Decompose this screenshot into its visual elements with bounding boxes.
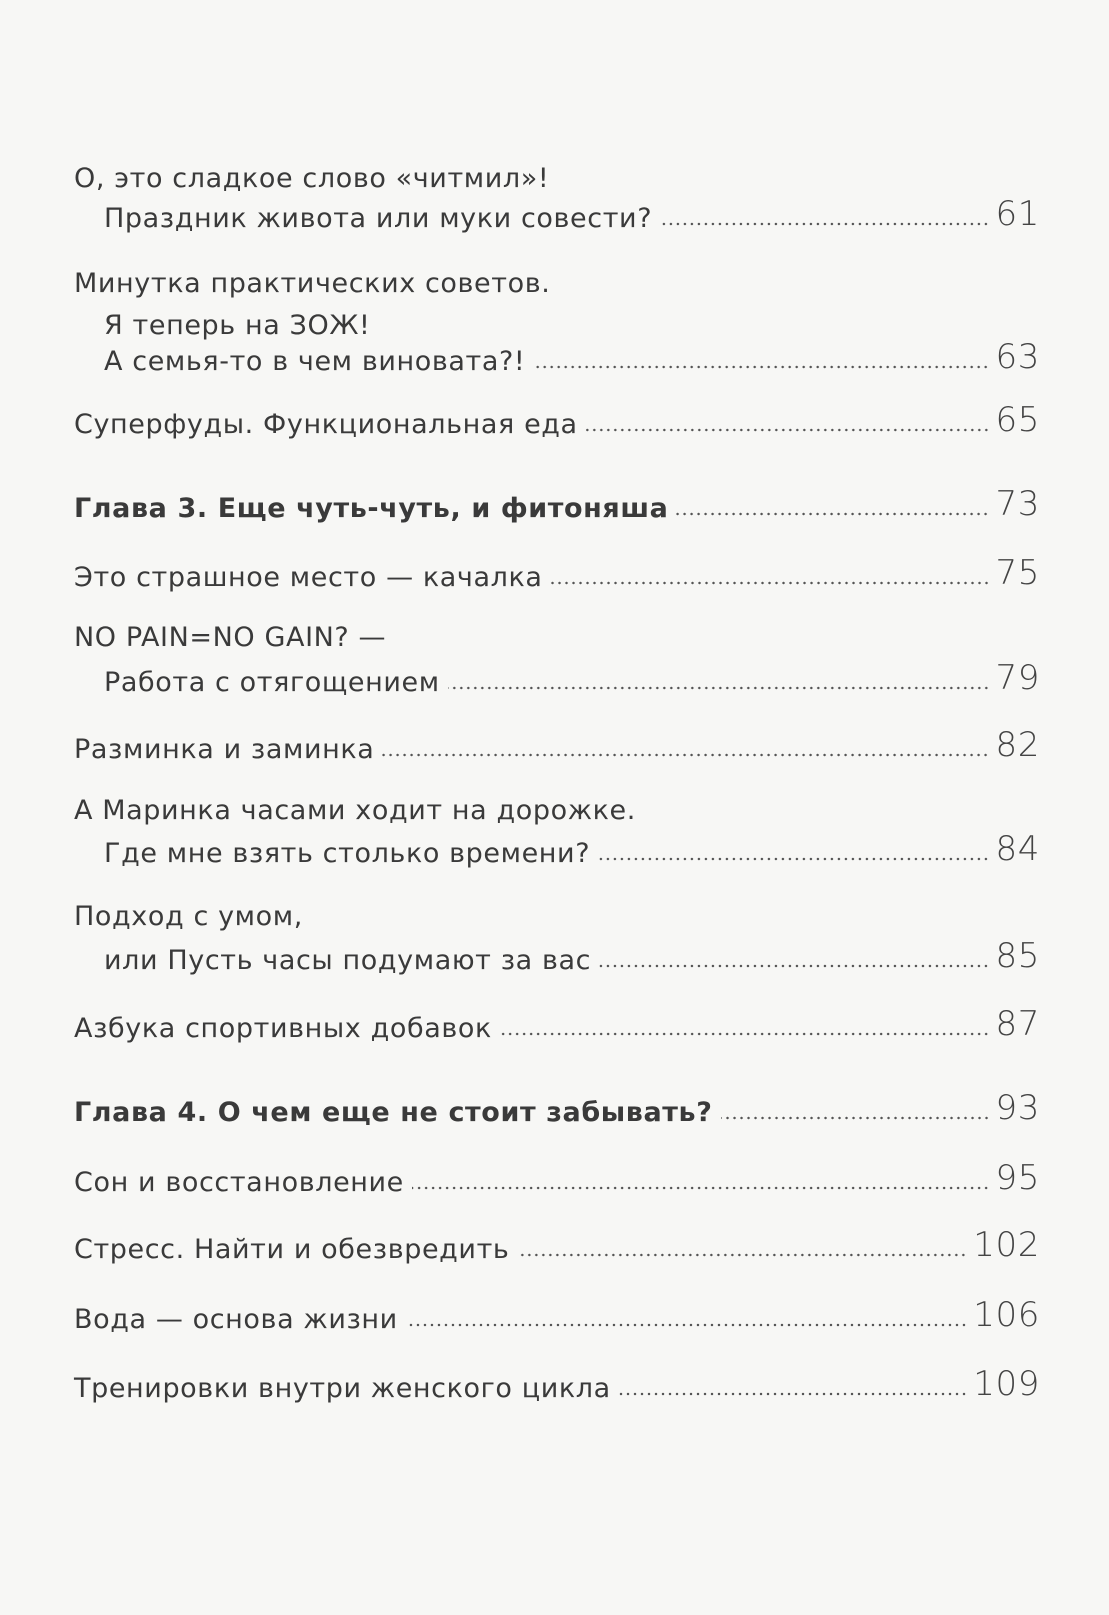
entry-line: А семья-то в чем виновата?! 63 — [0, 335, 1040, 377]
dot-leader — [550, 581, 990, 585]
dot-leader — [447, 686, 990, 690]
entry-title: Азбука спортивных добавок — [74, 1013, 492, 1044]
page-number: 79 — [995, 658, 1040, 698]
page-number: 95 — [995, 1158, 1040, 1198]
entry-title: Это страшное место — качалка — [74, 562, 543, 593]
entry-line: Это страшное место — качалка 75 — [0, 551, 1040, 593]
entry-line: Где мне взять столько времени? 84 — [0, 827, 1040, 869]
entry-title: или Пусть часы подумают за вас — [104, 945, 592, 976]
entry-title: Стресс. Найти и обезвредить — [74, 1234, 510, 1265]
entry-line: Я теперь на ЗОЖ! — [0, 299, 1040, 341]
page-number: 75 — [995, 553, 1040, 593]
page-number: 87 — [995, 1004, 1040, 1044]
entry-line: Минутка практических советов. — [0, 257, 1040, 299]
dot-leader — [618, 1392, 968, 1396]
dot-leader — [585, 428, 990, 432]
page-number: 106 — [973, 1295, 1040, 1335]
entry-title: Я теперь на ЗОЖ! — [104, 310, 371, 341]
chapter-line: Глава 4. О чем еще не стоит забывать? 93 — [0, 1086, 1040, 1128]
page-number: 82 — [995, 725, 1040, 765]
entry-line: О, это сладкое слово «читмил»! — [0, 152, 1040, 194]
entry-line: NO PAIN=NO GAIN? — — [0, 611, 1040, 653]
entry-title: О, это сладкое слово «читмил»! — [74, 163, 550, 194]
entry-line: А Маринка часами ходит на дорожке. — [0, 784, 1040, 826]
page-number: 65 — [995, 400, 1040, 440]
entry-line: Сон и восстановление 95 — [0, 1156, 1040, 1198]
page-number: 84 — [995, 829, 1040, 869]
entry-title: Работа с отягощением — [104, 667, 440, 698]
page-number: 73 — [995, 484, 1040, 524]
dot-leader — [411, 1186, 990, 1190]
page-number: 109 — [973, 1364, 1040, 1404]
entry-line: Стресс. Найти и обезвредить 102 — [0, 1223, 1040, 1265]
dot-leader — [599, 964, 990, 968]
entry-title: А семья-то в чем виновата?! — [104, 346, 526, 377]
dot-leader — [533, 365, 990, 369]
entry-title: Глава 3. Еще чуть-чуть, и фитоняша — [74, 493, 669, 524]
entry-line: Вода — основа жизни 106 — [0, 1293, 1040, 1335]
dot-leader — [676, 512, 990, 516]
dot-leader — [660, 222, 990, 226]
page-number: 93 — [995, 1088, 1040, 1128]
entry-line: Праздник живота или муки совести? 61 — [0, 192, 1040, 234]
dot-leader — [517, 1253, 968, 1257]
entry-title: Минутка практических советов. — [74, 268, 551, 299]
entry-title: Сон и восстановление — [74, 1167, 404, 1198]
page-number: 63 — [995, 337, 1040, 377]
dot-leader — [499, 1032, 990, 1036]
entry-title: А Маринка часами ходит на дорожке. — [74, 795, 636, 826]
entry-title: Тренировки внутри женского цикла — [74, 1373, 611, 1404]
dot-leader — [405, 1323, 968, 1327]
dot-leader — [720, 1116, 990, 1120]
entry-title: Вода — основа жизни — [74, 1304, 398, 1335]
page-number: 85 — [995, 936, 1040, 976]
entry-title: Праздник живота или муки совести? — [104, 203, 653, 234]
entry-line: Тренировки внутри женского цикла 109 — [0, 1362, 1040, 1404]
entry-line: Подход с умом, — [0, 890, 1040, 932]
page-number: 102 — [973, 1225, 1040, 1265]
entry-title: Где мне взять столько времени? — [104, 838, 591, 869]
dot-leader — [598, 857, 990, 861]
chapter-line: Глава 3. Еще чуть-чуть, и фитоняша 73 — [0, 482, 1040, 524]
entry-title: Глава 4. О чем еще не стоит забывать? — [74, 1097, 713, 1128]
entry-title: NO PAIN=NO GAIN? — — [74, 622, 387, 653]
entry-line: Разминка и заминка 82 — [0, 723, 1040, 765]
entry-line: Работа с отягощением 79 — [0, 656, 1040, 698]
entry-title: Подход с умом, — [74, 901, 303, 932]
entry-title: Разминка и заминка — [74, 734, 375, 765]
entry-line: Азбука спортивных добавок 87 — [0, 1002, 1040, 1044]
dot-leader — [382, 753, 990, 757]
entry-line: или Пусть часы подумают за вас 85 — [0, 934, 1040, 976]
entry-line: Суперфуды. Функциональная еда 65 — [0, 398, 1040, 440]
page-number: 61 — [995, 194, 1040, 234]
entry-title: Суперфуды. Функциональная еда — [74, 409, 578, 440]
